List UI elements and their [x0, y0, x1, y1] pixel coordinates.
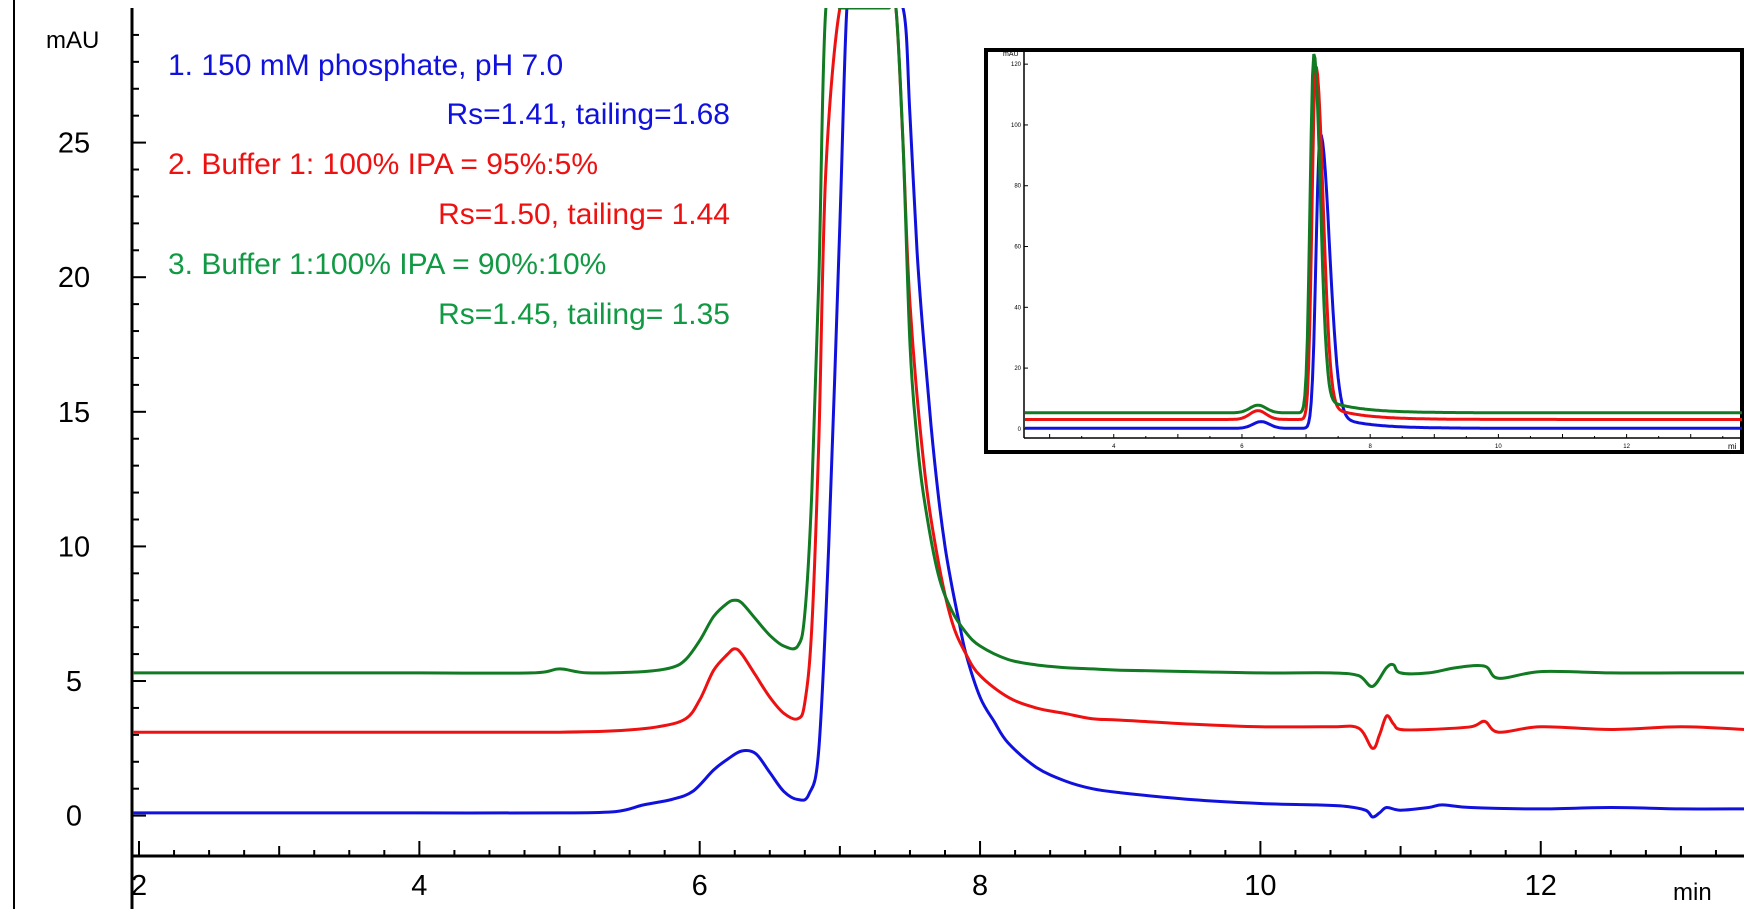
inset-y-tick-label: 60 [1014, 245, 1021, 251]
inset-y-tick-label: 120 [1011, 62, 1022, 68]
inset-y-axis-label: mAU [1003, 51, 1019, 58]
x-tick-label: 10 [1244, 870, 1276, 902]
legend-entry-2-line1: 2. Buffer 1: 100% IPA = 95%:5% [168, 148, 598, 181]
series-line-3 [133, 8, 1744, 688]
x-axis-label: min [1673, 879, 1712, 906]
x-tick-label: 4 [411, 870, 427, 902]
legend-entry-3-line1: 3. Buffer 1:100% IPA = 90%:10% [168, 248, 606, 281]
inset-y-tick-label: 20 [1014, 366, 1021, 372]
inset-series-line-2 [1025, 66, 1742, 421]
inset-series-line-1 [1025, 134, 1742, 430]
x-tick-label: 2 [131, 870, 147, 902]
inset-x-tick-label: 6 [1240, 444, 1244, 450]
inset-series-group [1025, 53, 1742, 430]
inset-frame [984, 48, 1744, 454]
legend-entry-2-line2: Rs=1.50, tailing= 1.44 [438, 198, 730, 231]
inset-x-axis-label: mi [1728, 442, 1737, 451]
y-tick-label: 10 [58, 531, 90, 563]
inset-series-line-3 [1025, 53, 1742, 415]
inset-x-tick-label: 10 [1495, 444, 1502, 450]
y-tick-label: 0 [66, 801, 82, 833]
inset-y-tick-label: 80 [1014, 184, 1021, 190]
y-tick-label: 20 [58, 262, 90, 294]
legend-entry-1-line2: Rs=1.41, tailing=1.68 [446, 98, 730, 131]
inset-x-tick-label: 12 [1623, 444, 1630, 450]
inset-y-tick-label: 40 [1014, 305, 1021, 311]
inset-x-tick-label: 4 [1112, 444, 1116, 450]
y-axis-ticks: 0 5 10 15 20 25 [58, 33, 146, 833]
series-group [133, 8, 1744, 819]
y-tick-label: 5 [66, 666, 82, 698]
inset-y-tick-label: 100 [1011, 123, 1022, 129]
inset-chart: mAU mi 0 20 40 60 80 100 120 4 6 8 10 12 [984, 48, 1744, 454]
y-axis-label: mAU [46, 27, 99, 54]
x-tick-label: 8 [972, 870, 988, 902]
inset-x-tick-label: 8 [1369, 444, 1373, 450]
series-line-1 [133, 8, 1744, 819]
x-tick-label: 6 [692, 870, 708, 902]
legend-entry-1-line1: 1. 150 mM phosphate, pH 7.0 [168, 49, 563, 82]
inset-x-axis-ticks: 4 6 8 10 12 [1049, 434, 1724, 450]
x-tick-label: 12 [1525, 870, 1557, 902]
inset-y-tick-label: 0 [1018, 427, 1022, 433]
y-tick-label: 15 [58, 397, 90, 429]
legend: 1. 150 mM phosphate, pH 7.0 Rs=1.41, tai… [168, 49, 730, 331]
legend-entry-3-line2: Rs=1.45, tailing= 1.35 [438, 298, 730, 331]
x-axis-ticks: 2 4 6 8 10 12 [131, 841, 1717, 902]
y-tick-label: 25 [58, 128, 90, 160]
